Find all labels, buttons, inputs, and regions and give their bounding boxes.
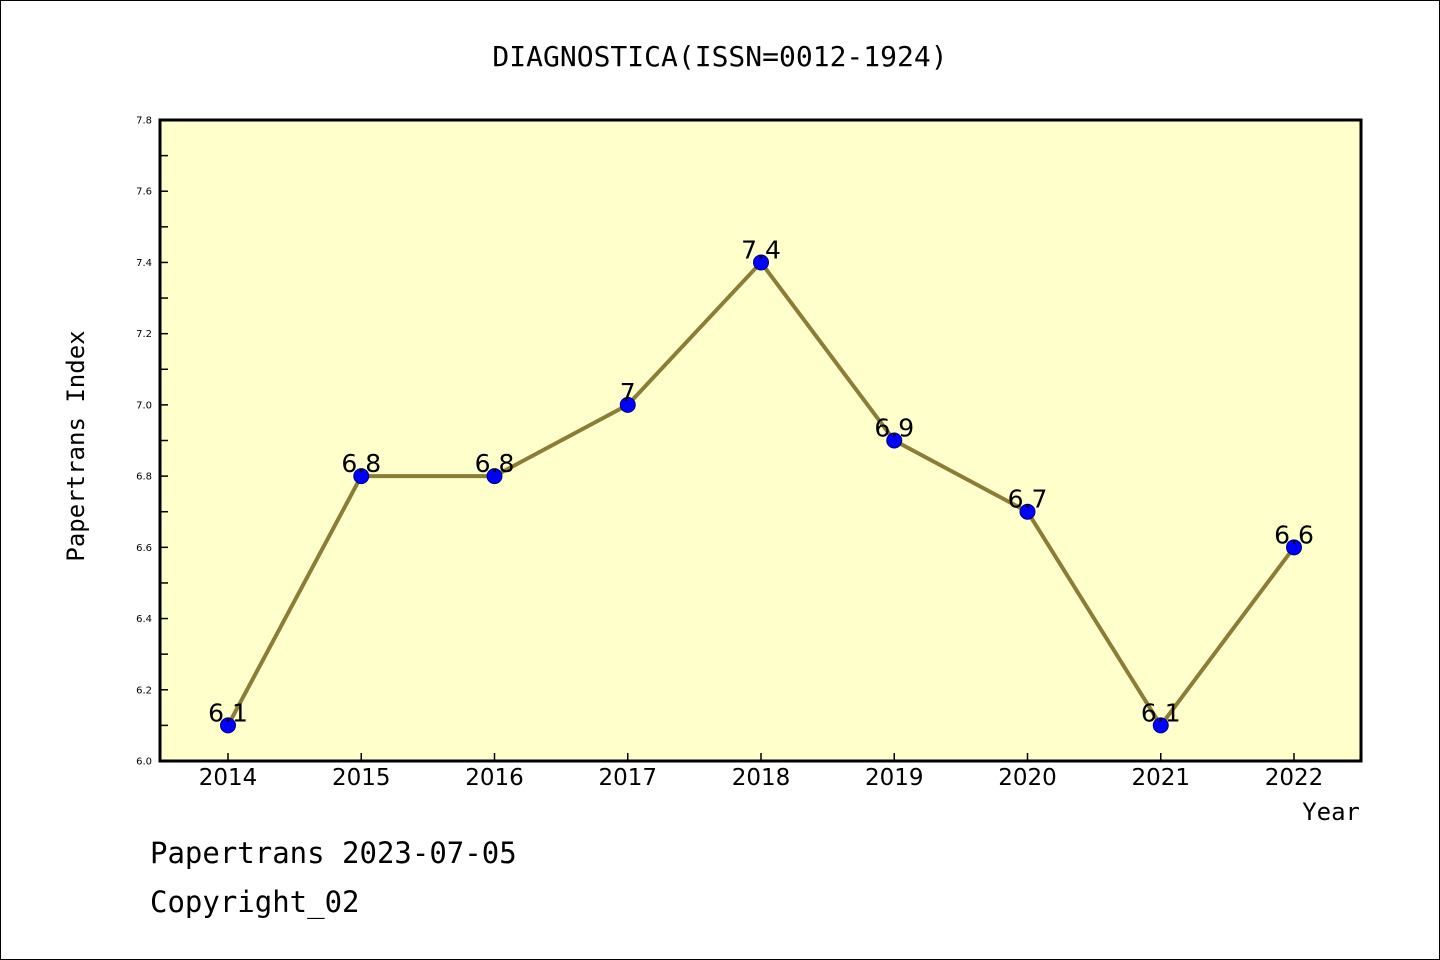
data-point (220, 717, 236, 734)
y-tick-label: 6.2 (136, 685, 152, 696)
y-tick-label: 7.8 (136, 116, 152, 127)
x-tick-label: 2014 (199, 765, 258, 791)
plot-area (160, 120, 1361, 761)
data-label: 6.1 (1141, 698, 1181, 727)
data-label: 6.1 (208, 698, 248, 727)
x-tick-label: 2019 (865, 765, 924, 791)
y-axis-label: Papertrans Index (62, 330, 90, 561)
x-tick-label: 2015 (332, 765, 391, 791)
data-label: 7.4 (741, 235, 781, 264)
x-tick-label: 2020 (998, 765, 1057, 791)
y-tick-label: 7.0 (136, 400, 152, 411)
x-tick-label: 2022 (1265, 765, 1324, 791)
y-tick-label: 6.8 (136, 472, 152, 483)
data-point (753, 254, 769, 271)
data-label: 6.6 (1274, 520, 1314, 549)
data-point (619, 396, 636, 413)
footer-copyright: Copyright_02 (150, 885, 360, 919)
x-tick-label: 2017 (598, 765, 657, 791)
x-tick-label: 2018 (732, 765, 791, 791)
y-tick-label: 7.6 (136, 187, 152, 198)
data-label: 7 (620, 378, 636, 407)
footer-date: Papertrans 2023-07-05 (150, 836, 517, 870)
y-tick-label: 6.0 (136, 757, 152, 768)
series-layer: 6.1 6.8 6.8 7 7.4 6.9 6.7 6.1 6.6 (208, 235, 1314, 734)
y-tick-label: 6.4 (136, 614, 152, 625)
x-tick-label: 2021 (1131, 765, 1190, 791)
y-axis-ticks: 6.0 6.2 6.4 6.6 6.8 7.0 7.2 7.4 7.6 7.8 (136, 116, 168, 768)
y-tick-label: 7.2 (136, 329, 152, 340)
data-point (353, 468, 370, 485)
x-axis-label: Year (1302, 798, 1360, 826)
y-tick-label: 6.6 (136, 543, 152, 554)
chart-title: DIAGNOSTICA(ISSN=0012-1924) (492, 40, 947, 73)
data-point (486, 468, 503, 485)
y-tick-label: 7.4 (136, 258, 152, 269)
data-point (1286, 539, 1302, 556)
x-tick-label: 2016 (465, 765, 524, 791)
data-point (886, 432, 903, 449)
data-point (1019, 503, 1036, 520)
data-label: 6.7 (1008, 485, 1048, 514)
data-point (1152, 717, 1169, 734)
data-label: 6.9 (874, 414, 914, 443)
data-label: 6.8 (475, 449, 515, 478)
data-label: 6.8 (341, 449, 381, 478)
plot-border (158, 118, 1363, 763)
x-axis-ticks: 2014 2015 2016 2017 2018 2019 2020 2021 2022 (199, 753, 1324, 791)
